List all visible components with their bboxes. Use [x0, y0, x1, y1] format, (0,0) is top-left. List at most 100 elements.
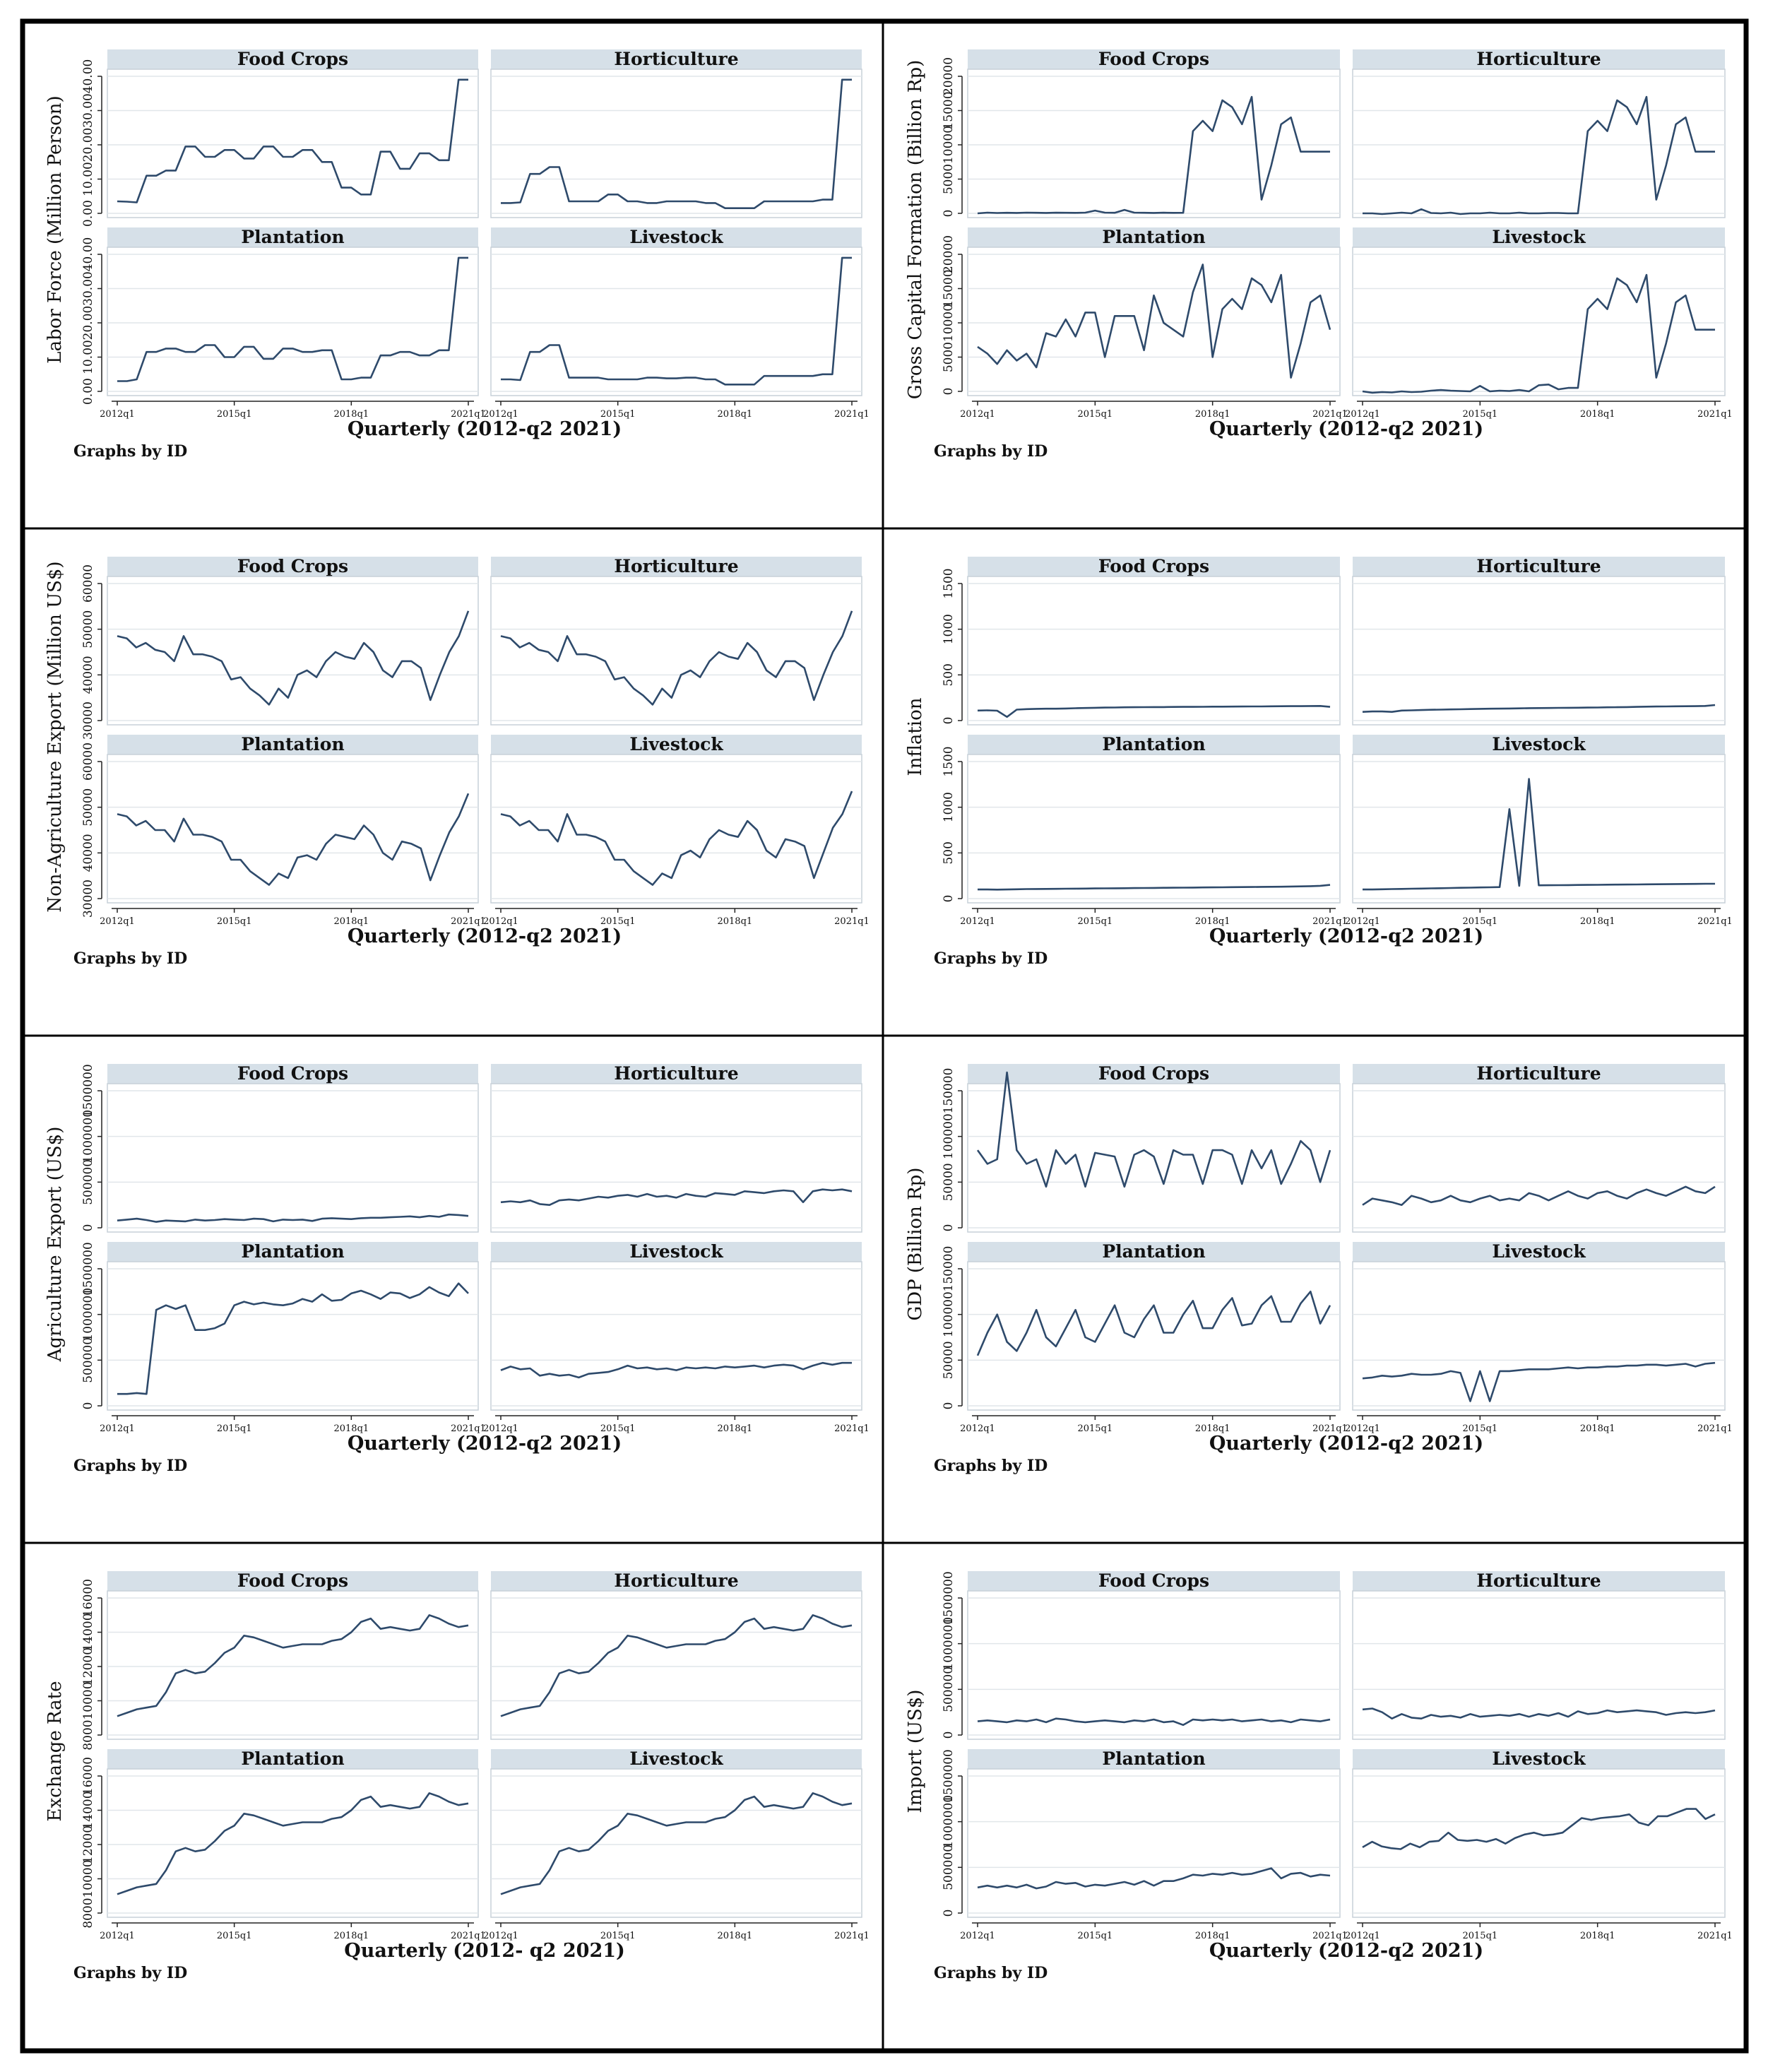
y-tick-label: 50000 — [942, 1163, 956, 1201]
series-line-horticulture — [1362, 1707, 1716, 1719]
x-tick-label: 2012q1 — [100, 1423, 135, 1434]
y-tick-label: 16000 — [81, 1579, 95, 1617]
x-tick-label: 2015q1 — [1077, 1423, 1113, 1434]
x-axis-label: Quarterly (2012- q2 2021) — [344, 1940, 625, 1962]
subplot-gcf-3: Livestock 2012q1 2015q1 2018q1 2021q1 — [1345, 227, 1733, 420]
x-tick-label: 2018q1 — [1195, 409, 1230, 420]
plot-area — [107, 576, 479, 726]
x-tick-label: 2015q1 — [217, 409, 252, 420]
y-tick-label: 15000 — [942, 269, 956, 307]
plot-area — [107, 1590, 479, 1740]
x-tick-label: 2012q1 — [483, 409, 518, 420]
y-axis-label: Non-Agriculture Export (Million US$) — [45, 561, 66, 912]
series-line-food-crops — [117, 1614, 469, 1717]
facet-strip — [491, 1242, 862, 1262]
plot-area — [107, 247, 479, 396]
series-line-food-crops — [977, 1717, 1331, 1727]
subplot-inflation-2: Plantation 0 500 1000 1500 2012q1 2015q1 2018q1… — [942, 734, 1348, 927]
facet-title: Plantation — [1102, 227, 1205, 247]
y-tick-label: 1500 — [942, 568, 956, 598]
facet-title: Horticulture — [1476, 1063, 1601, 1084]
y-tick-label: 0 — [942, 210, 956, 218]
plot-area — [1352, 1083, 1726, 1233]
y-tick-label: 40.00 — [81, 237, 95, 272]
series-line-livestock — [1362, 273, 1715, 394]
x-tick-label: 2015q1 — [600, 409, 636, 420]
y-tick-label: 8000 — [81, 1719, 95, 1750]
x-axis-label: Quarterly (2012-q2 2021) — [348, 1433, 622, 1455]
y-tick-label: 1000 — [942, 614, 956, 644]
facet-strip — [107, 227, 478, 247]
subplot-nonag-2: Plantation 30000 40000 50000 60000 2012q1 2015… — [81, 734, 486, 927]
series-line-livestock — [1362, 1808, 1716, 1850]
plot-area — [1352, 576, 1726, 726]
x-tick-label: 2018q1 — [717, 1931, 752, 1941]
y-tick-label: 1500 — [942, 746, 956, 776]
facet-title: Livestock — [629, 227, 723, 247]
facet-title: Plantation — [241, 227, 344, 247]
facet-title: Food Crops — [1098, 1570, 1209, 1591]
facet-title: Livestock — [629, 1241, 723, 1262]
x-tick-label: 2012q1 — [100, 916, 135, 927]
facet-title: Livestock — [1492, 227, 1586, 247]
x-axis-label: Quarterly (2012-q2 2021) — [348, 418, 622, 440]
plot-area — [107, 1083, 479, 1233]
y-tick-label: 40.00 — [81, 59, 95, 94]
series-line-livestock — [500, 791, 853, 886]
plot-area — [490, 69, 862, 218]
y-tick-label: 1500000 — [942, 1749, 956, 1803]
series-line-horticulture — [501, 78, 852, 209]
y-tick-label: 1500000 — [81, 1242, 95, 1296]
subplot-inflation-3: Livestock 2012q1 2015q1 2018q1 2021q1 — [1345, 734, 1733, 927]
subplot-gcf-1: Horticulture — [1352, 49, 1726, 218]
plot-area — [1352, 1768, 1726, 1918]
y-tick-label: 10.00 — [81, 340, 95, 374]
plot-area — [490, 247, 862, 396]
plot-area — [967, 754, 1341, 904]
series-line-plantation — [117, 793, 470, 886]
facet-title: Food Crops — [237, 1570, 348, 1591]
y-tick-label: 30.00 — [81, 271, 95, 306]
facet-strip — [107, 1242, 478, 1262]
y-tick-label: 0 — [942, 895, 956, 903]
series-line-food-crops — [977, 95, 1330, 215]
x-tick-label: 2015q1 — [600, 916, 636, 927]
facet-strip — [1353, 1749, 1725, 1769]
y-tick-label: 16000 — [81, 1757, 95, 1795]
plot-area — [1352, 69, 1726, 218]
facet-title: Livestock — [629, 734, 723, 754]
y-tick-label: 14000 — [81, 1791, 95, 1829]
x-tick-label: 2012q1 — [960, 916, 995, 927]
facet-title: Horticulture — [614, 1063, 738, 1084]
x-tick-label: 2015q1 — [1077, 1931, 1113, 1941]
x-tick-label: 2018q1 — [333, 1423, 369, 1434]
plot-area — [967, 576, 1341, 726]
facet-title: Food Crops — [237, 1063, 348, 1084]
x-tick-label: 2018q1 — [1580, 916, 1615, 927]
facet-title: Food Crops — [1098, 1063, 1209, 1084]
x-tick-label: 2018q1 — [1195, 916, 1230, 927]
facet-title: Plantation — [1102, 1241, 1205, 1262]
y-tick-label: 1500000 — [81, 1064, 95, 1118]
y-axis-label: Agriculture Export (US$) — [45, 1127, 66, 1363]
facet-strip — [491, 1571, 862, 1591]
facet-strip — [107, 1064, 478, 1084]
series-line-horticulture — [1362, 1185, 1716, 1206]
x-axis-label: Quarterly (2012-q2 2021) — [348, 925, 622, 947]
x-tick-label: 2012q1 — [960, 409, 995, 420]
y-tick-label: 40000 — [81, 656, 95, 694]
series-line-plantation — [117, 256, 468, 382]
x-tick-label: 2018q1 — [717, 916, 752, 927]
x-tick-label: 2021q1 — [1697, 916, 1733, 927]
graphs-by-label: Graphs by ID — [73, 949, 187, 968]
y-axis-label: Labor Force (Million Person) — [45, 95, 66, 363]
x-tick-label: 2018q1 — [1580, 409, 1615, 420]
